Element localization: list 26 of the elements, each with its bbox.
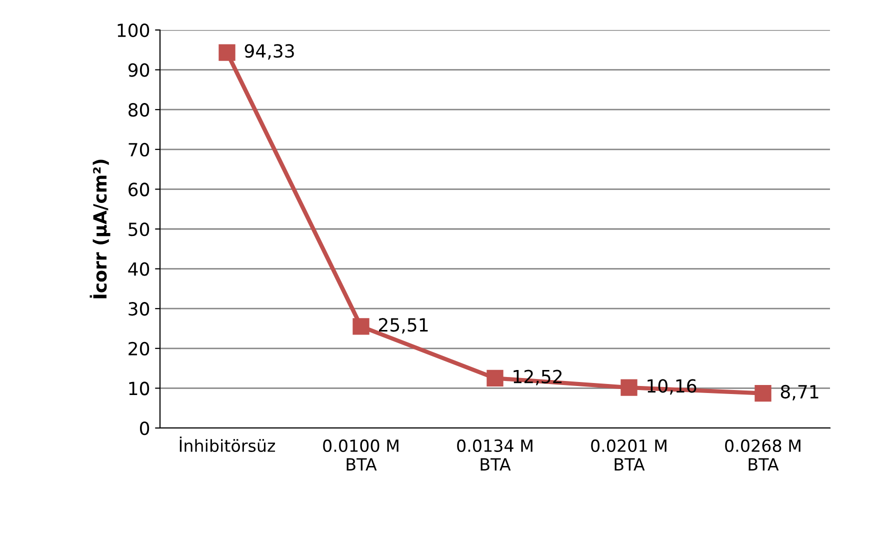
x-tick-label: İnhibitörsüz	[180, 436, 276, 452]
point	[754, 385, 772, 402]
x-tick-label: 0.0134 M BTA	[457, 439, 532, 470]
y-tick-label: 100	[118, 23, 150, 38]
y-tick-label: 90	[128, 63, 150, 77]
data-label: 8,71	[780, 384, 818, 400]
y-tick-label: 40	[128, 262, 150, 276]
data-label: 25,51	[378, 318, 428, 334]
x-tick-label: 0.0201 M BTA	[591, 439, 666, 470]
y-tick-label: 70	[128, 142, 150, 157]
point	[352, 318, 370, 335]
y-tick-label: 60	[128, 182, 150, 196]
point	[218, 44, 236, 61]
y-axis-title: İcorr (µA/cm²)	[90, 160, 110, 298]
x-tick-label: 0.0100 M BTA	[323, 439, 398, 470]
y-tick-label: 10	[129, 382, 150, 396]
y-tick-label: 80	[128, 103, 150, 117]
y-tick-label: 20	[128, 342, 150, 356]
x-tick-label: 0.0268 M BTA	[725, 439, 800, 470]
data-label: 94,33	[244, 44, 294, 60]
point	[486, 370, 504, 387]
y-tick-label: 0	[140, 421, 150, 436]
data-label: 10,16	[648, 379, 696, 395]
y-tick-label: 30	[128, 302, 150, 316]
point	[620, 379, 638, 396]
y-tick-label: 50	[128, 222, 150, 236]
